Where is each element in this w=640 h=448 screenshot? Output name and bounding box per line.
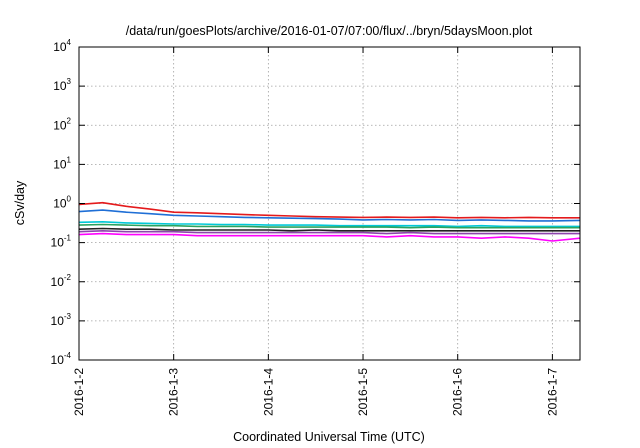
x-tick-label: 2016-1-5 (356, 368, 370, 416)
series-line (78, 201, 580, 219)
y-tick-labels: 10-4 10-3 10-2 10-1 100 101 102 103 104 (51, 38, 72, 367)
y-tick-label: 101 (53, 155, 71, 171)
x-tick-label: 2016-1-2 (72, 368, 86, 416)
series-line (78, 227, 580, 232)
axis-ticks (78, 46, 580, 361)
y-tick-label: 100 (53, 195, 71, 211)
x-tick-labels: 2016-1-2 2016-1-3 2016-1-4 2016-1-5 2016-1-6… (72, 368, 559, 416)
x-axis-label: Coordinated Universal Time (UTC) (233, 430, 425, 444)
series-line (78, 232, 581, 242)
x-tick-label: 2016-1-7 (545, 368, 559, 416)
x-tick-label: 2016-1-6 (451, 368, 465, 416)
series-line (78, 209, 581, 222)
series-line (78, 221, 580, 228)
series-line (78, 230, 580, 235)
y-tick-label: 104 (53, 38, 71, 54)
chart-title: /data/run/goesPlots/archive/2016-01-07/0… (126, 24, 533, 38)
y-tick-label: 10-1 (51, 234, 72, 250)
y-tick-label: 10-3 (51, 312, 72, 328)
x-tick-label: 2016-1-3 (167, 368, 181, 416)
x-tick-label: 2016-1-4 (261, 368, 275, 416)
y-tick-label: 103 (53, 77, 71, 93)
y-tick-label: 102 (53, 116, 71, 132)
grid (79, 47, 580, 360)
y-tick-label: 10-4 (51, 351, 72, 367)
y-tick-label: 10-2 (51, 273, 72, 289)
series-line (78, 223, 580, 229)
plot-frame (78, 46, 581, 361)
y-axis-label: cSv/day (13, 180, 27, 225)
series-group (78, 201, 581, 242)
